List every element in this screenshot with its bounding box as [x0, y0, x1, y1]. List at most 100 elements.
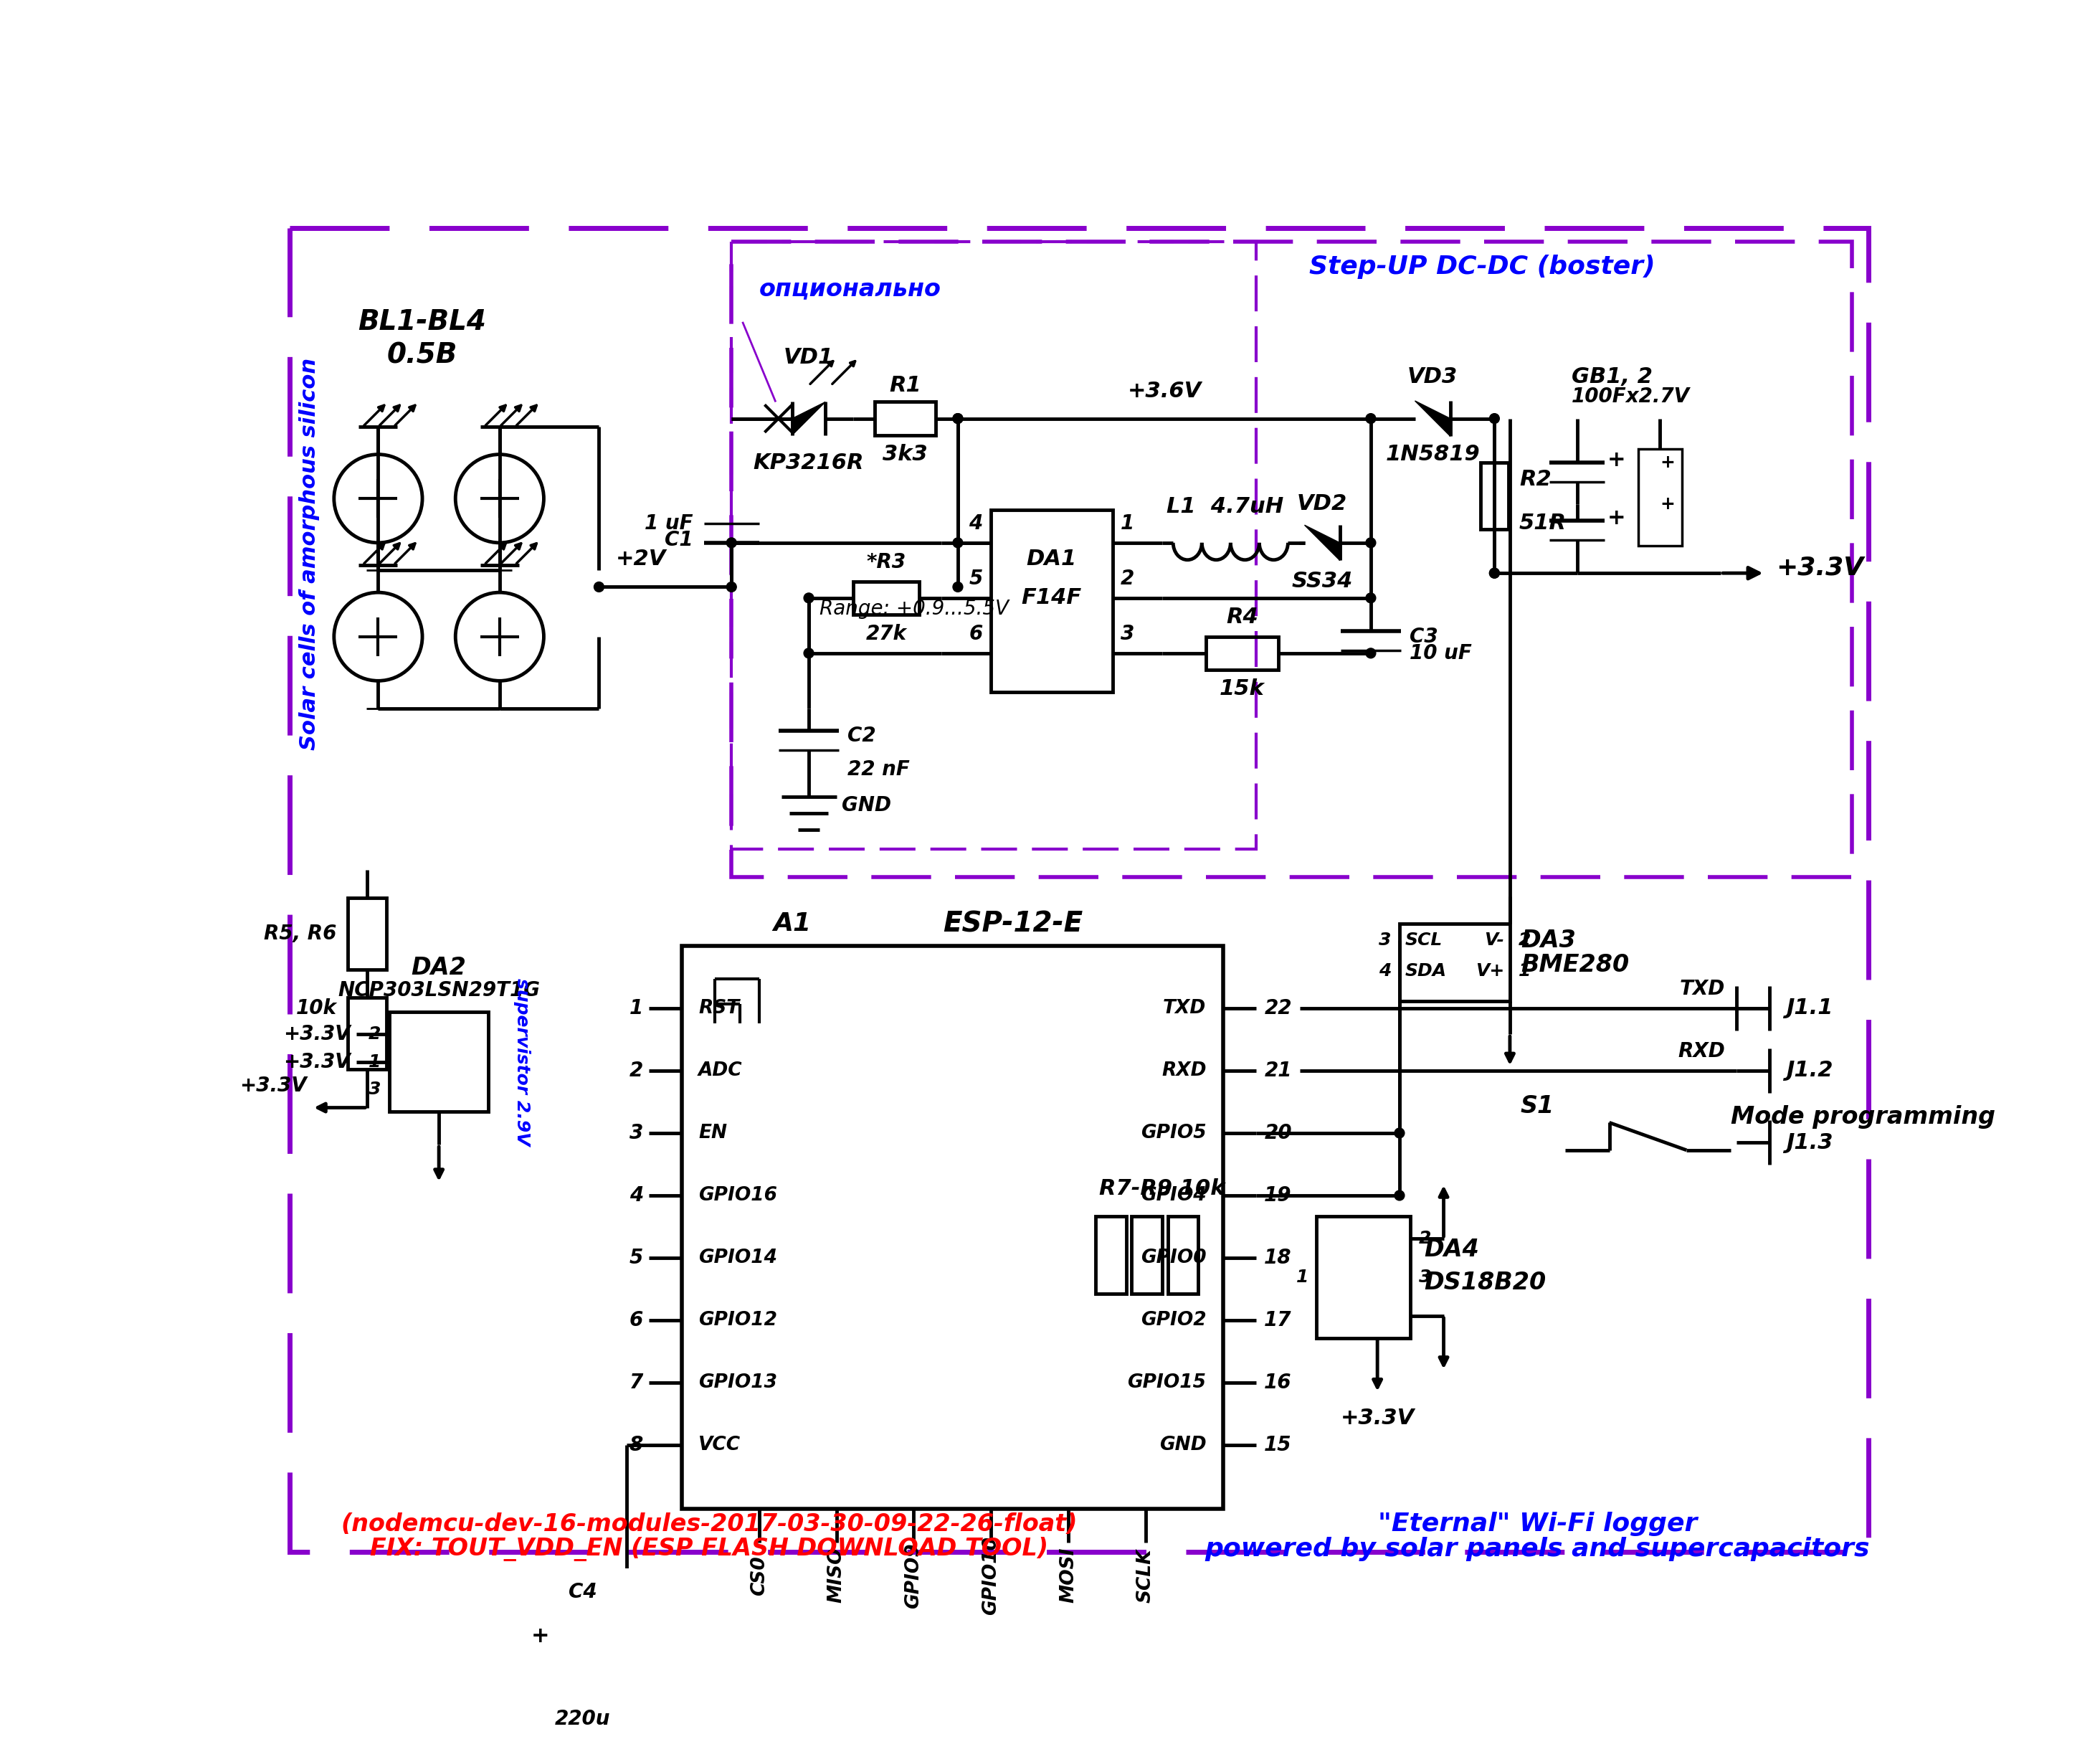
Text: 51R: 51R — [1518, 513, 1567, 534]
Text: 3: 3 — [368, 1080, 380, 1098]
Text: SDA: SDA — [1405, 962, 1447, 980]
Bar — [349, 997, 386, 1070]
Text: J1.2: J1.2 — [1785, 1061, 1833, 1082]
Bar — [1096, 1216, 1126, 1293]
Text: GB1, 2: GB1, 2 — [1571, 366, 1653, 388]
Bar — [1399, 923, 1510, 1001]
Text: F14F: F14F — [1021, 587, 1082, 608]
Text: MOSI: MOSI — [1058, 1547, 1077, 1603]
Text: EN: EN — [699, 1124, 727, 1142]
Text: DA2: DA2 — [412, 957, 466, 980]
Text: J1.1: J1.1 — [1785, 997, 1833, 1018]
Text: TXD: TXD — [1680, 980, 1726, 999]
Text: DS18B20: DS18B20 — [1424, 1270, 1546, 1295]
Circle shape — [804, 648, 813, 659]
Text: 10 uF: 10 uF — [1409, 643, 1472, 663]
Text: 1N5819: 1N5819 — [1386, 444, 1480, 465]
Text: A1: A1 — [773, 911, 811, 936]
Bar — [1638, 449, 1682, 546]
Bar — [731, 241, 1256, 849]
Text: 2: 2 — [1420, 1230, 1432, 1247]
Circle shape — [1365, 537, 1376, 548]
Text: VCC: VCC — [699, 1436, 741, 1454]
Circle shape — [1365, 414, 1376, 423]
Text: VD1: VD1 — [783, 347, 834, 368]
Text: 20: 20 — [1264, 1122, 1292, 1144]
Text: Mode programming: Mode programming — [1730, 1105, 1995, 1129]
Text: FIX: TOUT_VDD_EN (ESP FLASH DOWNLOAD TOOL): FIX: TOUT_VDD_EN (ESP FLASH DOWNLOAD TOO… — [370, 1536, 1048, 1561]
Bar — [1317, 1216, 1411, 1337]
Text: DA4: DA4 — [1424, 1237, 1478, 1262]
Polygon shape — [1304, 525, 1340, 560]
Text: 18: 18 — [1264, 1247, 1292, 1269]
Text: GPIO15: GPIO15 — [1128, 1373, 1205, 1392]
Text: R1: R1 — [888, 375, 922, 396]
Text: Range: +0.9...5.5V: Range: +0.9...5.5V — [819, 599, 1010, 618]
Text: R2: R2 — [1518, 469, 1552, 490]
Text: VD2: VD2 — [1298, 493, 1348, 515]
Text: SCLK: SCLK — [1136, 1549, 1155, 1602]
Text: *R3: *R3 — [867, 552, 905, 573]
Circle shape — [1365, 594, 1376, 603]
Text: 1 uF: 1 uF — [645, 513, 693, 534]
Text: +3.6V: +3.6V — [1128, 381, 1201, 402]
Text: 3: 3 — [1121, 624, 1134, 643]
Text: BME280: BME280 — [1520, 953, 1630, 976]
Text: 1: 1 — [630, 999, 643, 1018]
Circle shape — [1365, 648, 1376, 659]
Text: +: + — [1661, 495, 1676, 513]
Circle shape — [953, 414, 962, 423]
Text: V-: V- — [1485, 932, 1504, 950]
Text: 4: 4 — [1380, 962, 1390, 980]
Text: 3: 3 — [1380, 932, 1390, 950]
Circle shape — [953, 581, 962, 592]
Text: 4: 4 — [630, 1186, 643, 1205]
Text: 1: 1 — [1296, 1269, 1308, 1286]
Bar — [731, 241, 1852, 877]
Text: +3.3V: +3.3V — [1777, 555, 1863, 580]
Text: V+: V+ — [1476, 962, 1504, 980]
Text: "Eternal" Wi-Fi logger: "Eternal" Wi-Fi logger — [1378, 1512, 1697, 1536]
Text: 8: 8 — [630, 1434, 643, 1455]
Text: +: + — [1609, 507, 1625, 529]
Text: 16: 16 — [1264, 1373, 1292, 1392]
Bar — [876, 402, 937, 435]
Bar — [853, 581, 920, 615]
Text: 6: 6 — [630, 1311, 643, 1330]
Text: J1.3: J1.3 — [1785, 1131, 1833, 1152]
Text: DA3: DA3 — [1520, 929, 1577, 951]
Circle shape — [1489, 414, 1499, 423]
Text: 15: 15 — [1264, 1434, 1292, 1455]
Text: 100Fx2.7V: 100Fx2.7V — [1571, 386, 1690, 407]
Bar — [991, 509, 1113, 692]
Text: GPIO5: GPIO5 — [1140, 1124, 1205, 1142]
Text: 27k: 27k — [865, 624, 907, 643]
Text: +2V: +2V — [615, 550, 666, 569]
Circle shape — [953, 537, 962, 548]
Circle shape — [1489, 567, 1499, 578]
Text: (nodemcu-dev-16-modules-2017-03-30-09-22-26-float): (nodemcu-dev-16-modules-2017-03-30-09-22… — [340, 1512, 1077, 1536]
Text: 3: 3 — [1420, 1269, 1432, 1286]
Polygon shape — [1415, 400, 1451, 437]
Text: +: + — [1661, 455, 1676, 470]
Circle shape — [1394, 1128, 1405, 1138]
Text: 6: 6 — [968, 624, 983, 643]
Text: C2: C2 — [848, 726, 876, 745]
Circle shape — [727, 581, 737, 592]
Bar — [561, 1619, 615, 1707]
Bar — [389, 1011, 489, 1112]
Text: R5, R6: R5, R6 — [265, 923, 336, 944]
Text: ESP-12-E: ESP-12-E — [943, 911, 1084, 937]
Text: 5: 5 — [968, 569, 983, 589]
Bar — [1205, 636, 1279, 670]
Text: +: + — [1609, 449, 1625, 470]
Text: 17: 17 — [1264, 1311, 1292, 1330]
Text: опционально: опционально — [758, 277, 941, 301]
Text: GPIO2: GPIO2 — [1140, 1311, 1205, 1330]
Polygon shape — [792, 402, 825, 435]
Text: BL1-BL4: BL1-BL4 — [359, 308, 487, 335]
Text: GPIO4: GPIO4 — [1140, 1186, 1205, 1205]
Text: 3: 3 — [630, 1122, 643, 1144]
Circle shape — [1394, 1191, 1405, 1200]
Text: RXD: RXD — [1161, 1061, 1205, 1080]
